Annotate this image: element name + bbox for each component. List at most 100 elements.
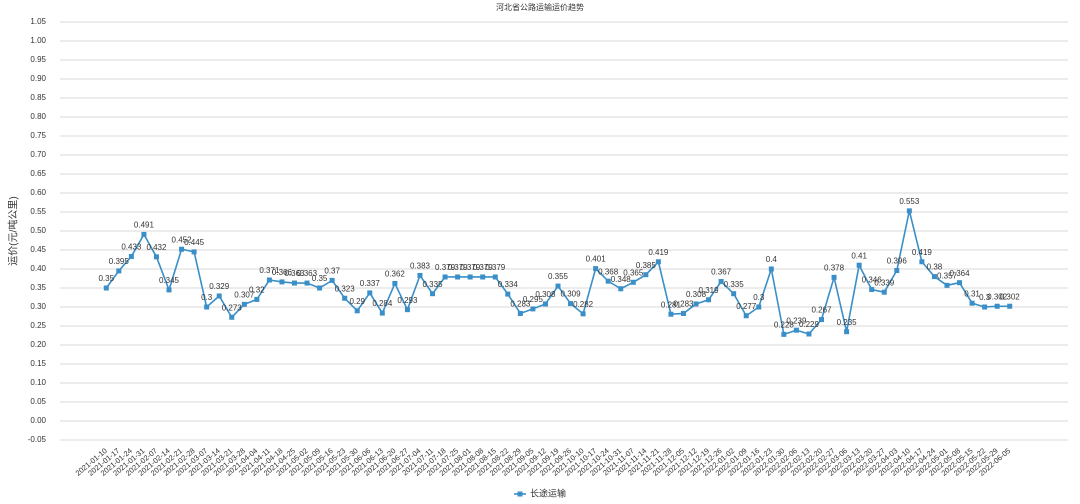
marker xyxy=(266,277,272,283)
marker xyxy=(881,289,887,295)
marker xyxy=(982,304,988,310)
marker xyxy=(317,285,323,291)
marker xyxy=(153,254,159,260)
data-label: 0.277 xyxy=(736,302,757,311)
marker xyxy=(417,272,423,278)
marker xyxy=(404,307,410,313)
data-label: 0.432 xyxy=(146,243,167,252)
data-label: 0.235 xyxy=(837,318,858,327)
marker xyxy=(103,285,109,291)
marker xyxy=(869,287,875,293)
y-tick-label: 0.45 xyxy=(30,245,46,254)
data-label: 0.371 xyxy=(259,266,280,275)
marker xyxy=(1007,303,1013,309)
marker xyxy=(706,297,712,303)
marker xyxy=(731,291,737,297)
data-label: 0.3 xyxy=(753,293,765,302)
marker xyxy=(718,279,724,285)
data-label: 0.365 xyxy=(623,268,644,277)
marker xyxy=(204,304,210,310)
y-tick-label: 0.95 xyxy=(30,55,46,64)
data-label: 0.228 xyxy=(774,320,795,329)
marker xyxy=(743,313,749,319)
y-tick-label: 0.70 xyxy=(30,150,46,159)
data-label: 0.419 xyxy=(648,248,669,257)
data-label: 0.335 xyxy=(724,280,745,289)
data-label: 0.3 xyxy=(979,293,991,302)
marker xyxy=(944,282,950,288)
data-label: 0.368 xyxy=(598,267,619,276)
y-tick-label: 0.00 xyxy=(30,416,46,425)
data-label: 0.379 xyxy=(435,263,456,272)
marker xyxy=(241,301,247,307)
data-label: 0.491 xyxy=(134,221,155,230)
marker xyxy=(442,274,448,280)
legend-marker xyxy=(517,491,523,497)
marker xyxy=(392,280,398,286)
y-tick-label: 0.80 xyxy=(30,112,46,121)
legend-label: 长途运输 xyxy=(530,487,566,498)
marker xyxy=(342,295,348,301)
data-label: 0.267 xyxy=(811,306,832,315)
data-label: 0.334 xyxy=(498,280,519,289)
marker xyxy=(379,310,385,316)
data-label: 0.419 xyxy=(912,248,933,257)
marker xyxy=(179,246,185,252)
marker xyxy=(831,274,837,280)
data-label: 0.302 xyxy=(1000,292,1021,301)
data-label: 0.378 xyxy=(824,263,845,272)
data-label: 0.302 xyxy=(987,292,1008,301)
data-label: 0.348 xyxy=(611,275,632,284)
y-tick-label: 0.20 xyxy=(30,340,46,349)
data-label: 0.445 xyxy=(184,238,205,247)
data-label: 0.337 xyxy=(360,279,381,288)
data-label: 0.345 xyxy=(159,276,180,285)
marker xyxy=(568,301,574,307)
data-label: 0.283 xyxy=(510,300,531,309)
y-tick-label: 1.00 xyxy=(30,36,46,45)
y-tick-label: 0.15 xyxy=(30,359,46,368)
data-label: 0.379 xyxy=(460,263,481,272)
marker xyxy=(517,310,523,316)
marker xyxy=(580,311,586,317)
marker xyxy=(618,286,624,292)
marker xyxy=(329,277,335,283)
marker xyxy=(430,291,436,297)
data-label: 0.309 xyxy=(561,290,582,299)
marker xyxy=(931,274,937,280)
data-label: 0.3 xyxy=(201,293,213,302)
marker xyxy=(756,304,762,310)
data-label: 0.433 xyxy=(121,243,142,252)
marker xyxy=(367,290,373,296)
y-tick-label: -0.05 xyxy=(28,435,47,444)
marker xyxy=(693,301,699,307)
data-label: 0.323 xyxy=(335,284,356,293)
marker xyxy=(668,311,674,317)
marker xyxy=(128,253,134,259)
marker xyxy=(166,287,172,293)
marker xyxy=(906,208,912,214)
y-tick-label: 0.65 xyxy=(30,169,46,178)
data-label: 0.229 xyxy=(799,320,820,329)
data-label: 0.307 xyxy=(234,290,255,299)
marker xyxy=(505,291,511,297)
marker xyxy=(480,274,486,280)
marker xyxy=(191,249,197,255)
data-label: 0.385 xyxy=(636,261,657,270)
y-tick-label: 0.55 xyxy=(30,207,46,216)
data-label: 0.284 xyxy=(372,299,393,308)
marker xyxy=(605,278,611,284)
marker xyxy=(643,272,649,278)
data-label: 0.239 xyxy=(786,316,807,325)
marker xyxy=(216,293,222,299)
marker xyxy=(279,279,285,285)
data-label: 0.38 xyxy=(927,263,943,272)
marker xyxy=(806,331,812,337)
data-label: 0.308 xyxy=(535,290,556,299)
data-label: 0.363 xyxy=(297,269,318,278)
data-label: 0.346 xyxy=(862,276,883,285)
marker xyxy=(819,317,825,323)
chart-title: 河北省公路运输运价趋势 xyxy=(496,2,584,12)
data-label: 0.283 xyxy=(673,300,694,309)
